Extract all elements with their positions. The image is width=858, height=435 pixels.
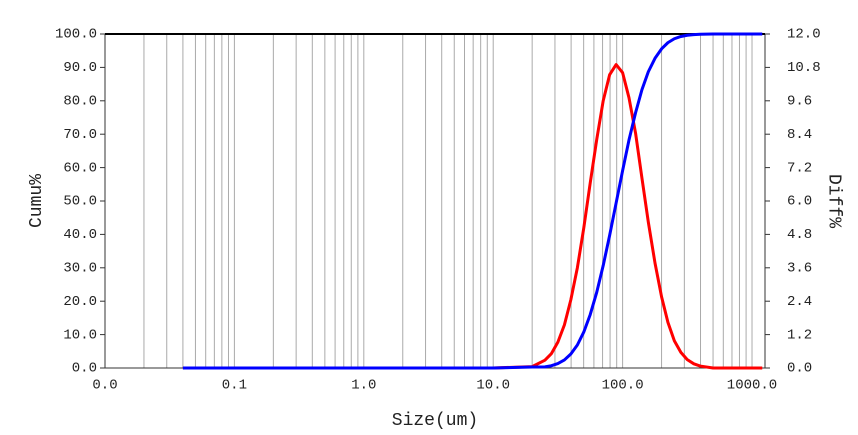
series-line: [182, 32, 763, 370]
y2-tick-label: 12.0: [787, 27, 821, 43]
y-tick-label: 70.0: [63, 127, 97, 143]
y2-tick-label: 3.6: [787, 261, 812, 277]
y-tick-label: 30.0: [63, 261, 97, 277]
y-tick-label: 20.0: [63, 294, 97, 310]
y2-tick-label: 6.0: [787, 194, 812, 210]
y-tick-label: 40.0: [63, 227, 97, 243]
x-tick-label: 0.0: [92, 378, 117, 394]
y-axis-title: Cumu%: [27, 174, 47, 228]
x-axis-title: Size(um): [392, 411, 478, 431]
y-tick-label: 50.0: [63, 194, 97, 210]
y2-axis-title: Diff%: [823, 174, 843, 228]
y2-tick-label: 2.4: [787, 294, 812, 310]
y2-tick-label: 9.6: [787, 94, 812, 110]
y-tick-label: 80.0: [63, 94, 97, 110]
y2-tick-label: 10.8: [787, 60, 821, 76]
y2-tick-label: 8.4: [787, 127, 812, 143]
y-tick-label: 90.0: [63, 60, 97, 76]
y-tick-label: 10.0: [63, 327, 97, 343]
x-tick-label: 1.0: [351, 378, 376, 394]
y-tick-label: 100.0: [55, 27, 97, 43]
y2-tick-label: 0.0: [787, 361, 812, 377]
y2-tick-label: 7.2: [787, 160, 812, 176]
x-tick-label: 10.0: [476, 378, 510, 394]
y2-tick-label: 4.8: [787, 227, 812, 243]
x-tick-label: 0.1: [222, 378, 247, 394]
x-tick-label: 1000.0: [727, 378, 777, 394]
y2-tick-label: 1.2: [787, 327, 812, 343]
y-tick-label: 0.0: [72, 361, 97, 377]
x-tick-label: 100.0: [602, 378, 644, 394]
y-tick-label: 60.0: [63, 160, 97, 176]
series-line: [182, 63, 763, 370]
